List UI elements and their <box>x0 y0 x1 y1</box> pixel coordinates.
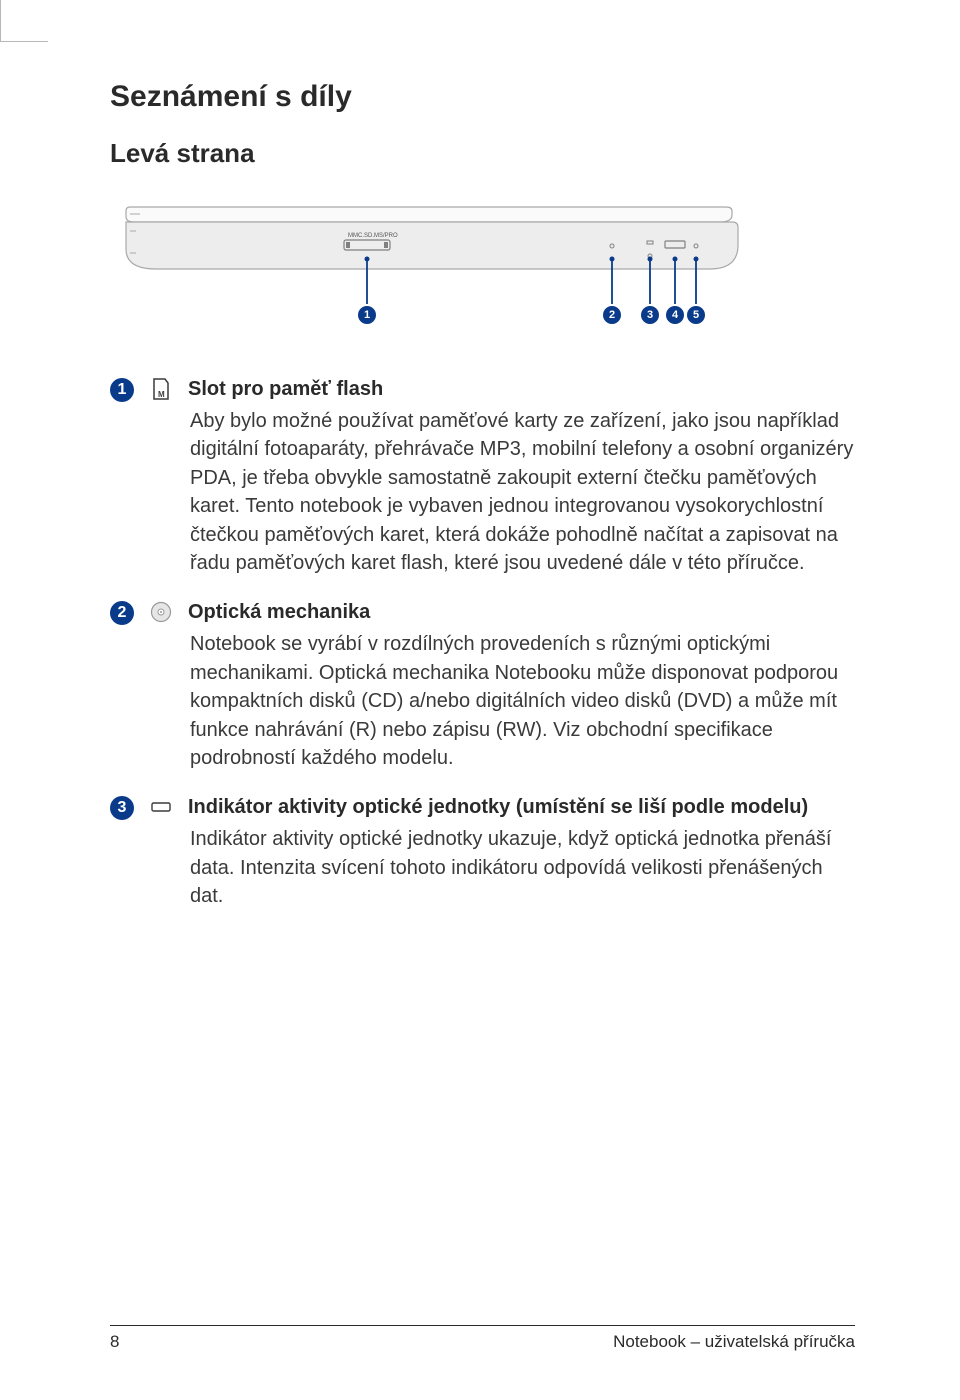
doc-title: Notebook – uživatelská příručka <box>613 1332 855 1352</box>
laptop-body <box>126 207 738 269</box>
sub-title: Levá strana <box>110 138 855 169</box>
item-1-body: Aby bylo možné používat paměťové karty z… <box>190 407 855 577</box>
svg-text:2: 2 <box>609 309 615 321</box>
page-footer: 8 Notebook – uživatelská příručka <box>110 1325 855 1352</box>
item-2-body: Notebook se vyrábí v rozdílných proveden… <box>190 630 855 772</box>
items-list: 1 M Slot pro paměť flash Aby bylo možné … <box>110 376 855 910</box>
item-2: 2 Optická mechanika Notebook se vyrábí v… <box>110 599 855 772</box>
optical-disc-icon <box>150 601 172 623</box>
item-1-title: Slot pro paměť flash <box>188 376 383 403</box>
page-number: 8 <box>110 1332 119 1352</box>
indicator-icon <box>150 796 172 818</box>
flash-memory-icon: M <box>150 378 172 400</box>
section-title: Seznámení s díly <box>110 80 855 114</box>
svg-text:4: 4 <box>672 309 679 321</box>
item-2-badge: 2 <box>110 601 134 625</box>
item-2-title: Optická mechanika <box>188 599 370 626</box>
item-3-badge: 3 <box>110 796 134 820</box>
item-3-title: Indikátor aktivity optické jednotky (umí… <box>188 794 808 821</box>
item-3-body: Indikátor aktivity optické jednotky ukaz… <box>190 825 855 910</box>
item-3: 3 Indikátor aktivity optické jednotky (u… <box>110 794 855 910</box>
item-1-badge: 1 <box>110 378 134 402</box>
svg-text:1: 1 <box>364 309 370 321</box>
svg-text:M: M <box>158 390 165 399</box>
svg-text:3: 3 <box>647 309 653 321</box>
item-1: 1 M Slot pro paměť flash Aby bylo možné … <box>110 376 855 577</box>
page-content: Seznámení s díly Levá strana MMC.SD.MS/P… <box>0 0 960 1400</box>
slot-label: MMC.SD.MS/PRO <box>348 233 398 239</box>
notebook-side-diagram: MMC.SD.MS/PRO 1 <box>120 191 855 346</box>
svg-text:5: 5 <box>693 309 699 321</box>
